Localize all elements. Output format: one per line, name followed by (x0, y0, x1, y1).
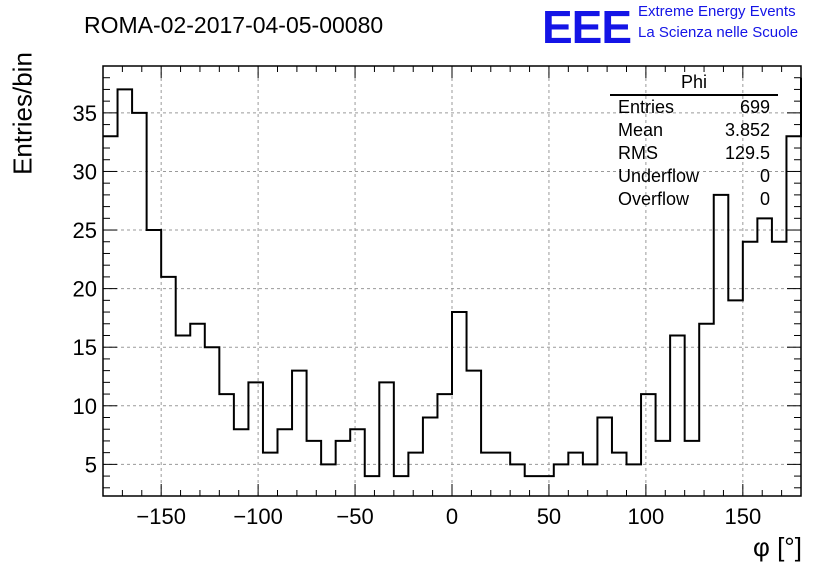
x-tick-label: 100 (628, 504, 665, 529)
stats-value: 0 (759, 189, 770, 209)
stats-title: Phi (610, 72, 778, 96)
y-tick-label: 15 (73, 335, 97, 360)
logo-line-2: La Scienza nelle Scuole (638, 24, 799, 41)
y-tick-label: 35 (73, 101, 97, 126)
y-tick-label: 20 (73, 277, 97, 302)
y-tick-label: 10 (73, 394, 97, 419)
x-tick-label: −150 (136, 504, 186, 529)
stats-box: Phi Entries 699 Mean 3.852 RMS 129.5 Und… (610, 72, 778, 211)
y-tick-label: 30 (73, 159, 97, 184)
stats-row: Mean 3.852 (610, 119, 778, 142)
stats-label: RMS (618, 143, 658, 163)
x-tick-label: 150 (724, 504, 761, 529)
stats-label: Underflow (618, 166, 700, 186)
stats-row: Entries 699 (610, 96, 778, 119)
x-tick-label: 50 (537, 504, 561, 529)
chart-title: ROMA-02-2017-04-05-00080 (84, 12, 384, 38)
y-tick-label: 5 (85, 452, 97, 477)
histogram-series (103, 77, 802, 478)
stats-row: RMS 129.5 (610, 142, 778, 165)
x-axis-label: φ [°] (753, 532, 802, 562)
y-tick-label: 25 (73, 218, 97, 243)
stats-label: Overflow (618, 189, 690, 209)
stats-value: 3.852 (724, 120, 770, 140)
logo-line-1: Extreme Energy Events (638, 3, 796, 20)
x-tick-label: 0 (446, 504, 458, 529)
stats-label: Mean (618, 120, 664, 140)
eee-logo: EEE (542, 1, 632, 53)
stats-value: 129.5 (724, 143, 770, 163)
stats-value: 699 (739, 97, 770, 117)
stats-label: Entries (618, 97, 675, 117)
stats-value: 0 (759, 166, 770, 186)
y-axis-label: Entries/bin (7, 52, 38, 175)
stats-row: Overflow 0 (610, 188, 778, 211)
x-tick-label: −50 (336, 504, 373, 529)
stats-row: Underflow 0 (610, 165, 778, 188)
x-tick-label: −100 (233, 504, 283, 529)
